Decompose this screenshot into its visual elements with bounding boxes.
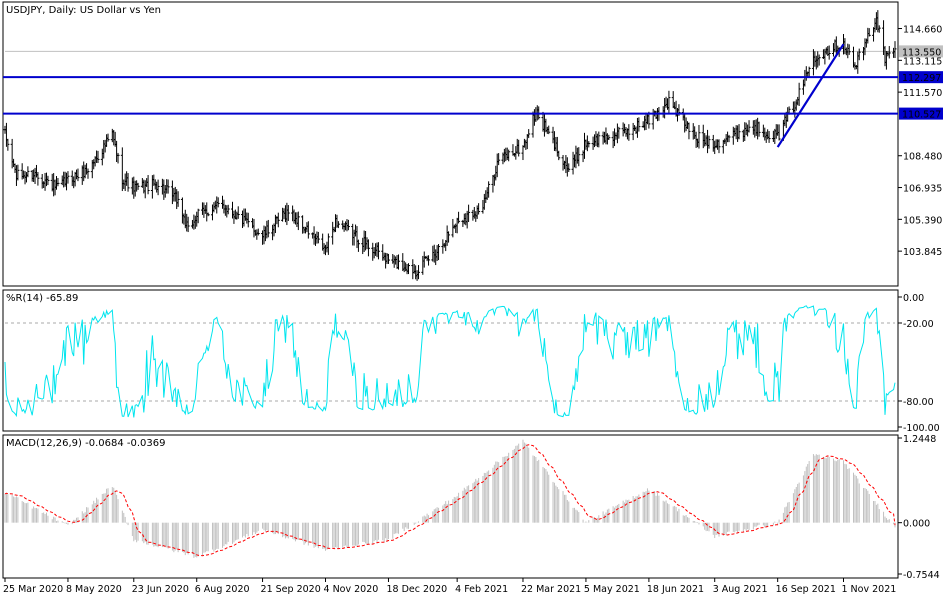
time-tick-label: 3 Aug 2021: [713, 584, 768, 595]
price-tick-label: 106.935: [903, 184, 942, 195]
price-tick-label: 111.570: [903, 88, 942, 99]
current-price-tag: [899, 45, 943, 58]
price-overlays-layer: [3, 43, 898, 148]
time-tick-label: 16 Sep 2021: [776, 584, 836, 595]
hline-price-label: 112.297: [902, 73, 941, 84]
time-tick-label: 5 May 2021: [584, 584, 640, 595]
time-tick-label: 22 Mar 2021: [521, 584, 581, 595]
wpr-tick-label: 0.00: [903, 293, 924, 304]
time-tick-label: 18 Dec 2020: [386, 584, 447, 595]
macd-axis: 1.2448 0.000 -0.7544: [898, 434, 940, 581]
wpr-tick-label: -20.00: [903, 319, 934, 330]
price-axis: 114.660 113.115 111.570 108.480 106.935 105.3…: [898, 25, 943, 258]
macd-signal-line: [4, 444, 896, 557]
time-tick-label: 25 Mar 2020: [3, 584, 63, 595]
macd-title: MACD(12,26,9) -0.0684 -0.0369: [6, 438, 166, 449]
wpr-levels-layer: [5, 322, 895, 402]
time-tick-label: 1 Nov 2021: [841, 584, 896, 595]
hline-price-tag: [899, 107, 943, 120]
price-tick-label: 108.480: [903, 152, 942, 163]
time-axis: 25 Mar 2020 8 May 2020 23 Jun 2020 6 Aug 20…: [3, 578, 896, 595]
price-tick-label: 113.115: [903, 56, 942, 67]
price-tick-label: 105.390: [903, 215, 942, 226]
time-tick-label: 6 Aug 2020: [195, 584, 250, 595]
wpr-axis: 0.00 -20.00 -80.00 -100.00: [898, 293, 940, 434]
wpr-line: [4, 305, 896, 418]
hline-price-tag: [899, 71, 943, 84]
current-price-label: 113.550: [902, 47, 941, 58]
time-tick-label: 23 Jun 2020: [132, 584, 189, 595]
time-tick-label: 4 Feb 2021: [455, 584, 508, 595]
wpr-tick-label: -80.00: [903, 397, 934, 408]
price-bars-layer: [3, 10, 897, 281]
time-tick-label: 8 May 2020: [66, 584, 122, 595]
time-tick-label: 4 Nov 2020: [324, 584, 379, 595]
price-tick-label: 114.660: [903, 25, 942, 36]
hline-price-label: 110.527: [902, 110, 941, 121]
macd-panel-frame: [2, 434, 899, 579]
wpr-tick-label: -100.00: [903, 423, 940, 434]
macd-histogram-layer: [4, 439, 896, 558]
wpr-title: %R(14) -65.89: [6, 293, 78, 304]
wpr-panel-frame: [2, 289, 899, 432]
trendline: [776, 43, 845, 148]
price-panel-frame: [2, 1, 899, 287]
macd-tick-label: 0.000: [903, 519, 930, 530]
time-tick-label: 18 Jun 2021: [647, 584, 704, 595]
time-tick-label: 21 Sep 2020: [261, 584, 321, 595]
macd-tick-label: -0.7544: [903, 570, 940, 581]
macd-tick-label: 1.2448: [903, 434, 936, 445]
symbol-title: USDJPY, Daily: US Dollar vs Yen: [6, 5, 161, 16]
price-tick-label: 103.845: [903, 247, 942, 258]
